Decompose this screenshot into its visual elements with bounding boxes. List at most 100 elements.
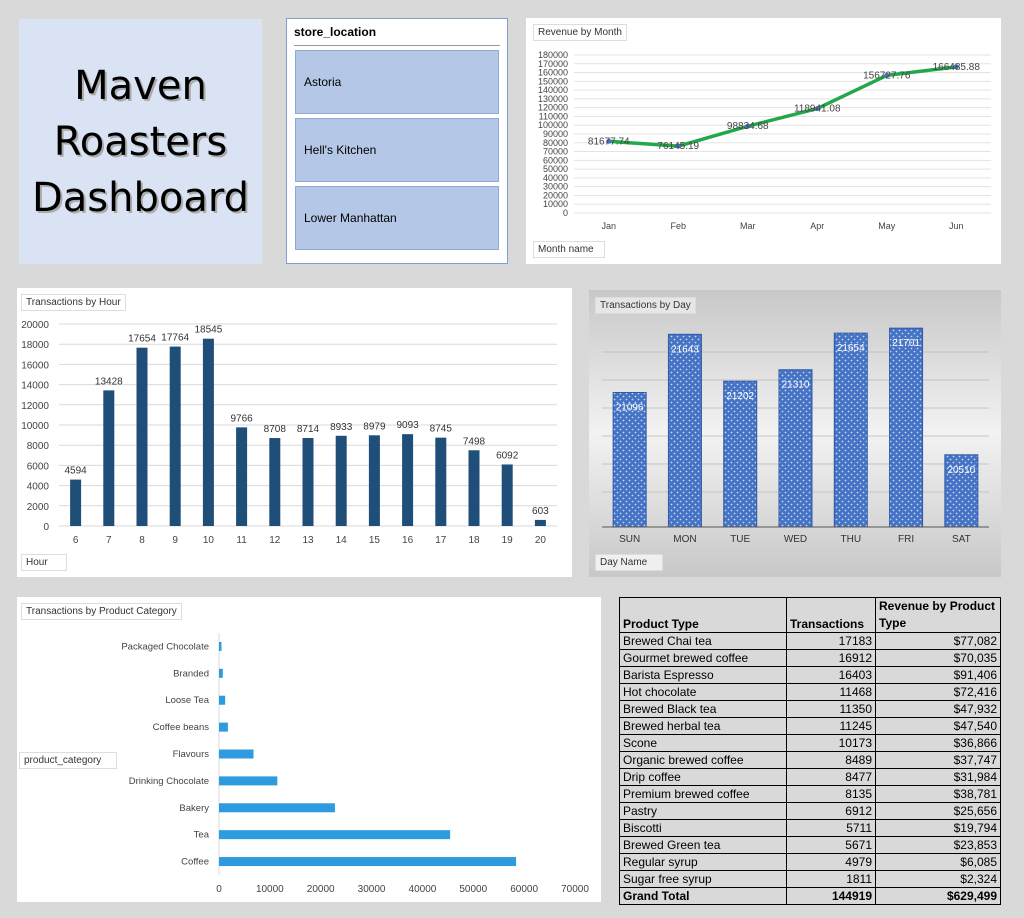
hour-x-tick-label: 6 xyxy=(73,535,79,546)
revenue-y-tick-label: 40000 xyxy=(543,173,568,183)
revenue-y-tick-label: 10000 xyxy=(543,199,568,209)
category-bar xyxy=(219,803,335,813)
hour-bar xyxy=(202,338,214,526)
hour-y-tick-label: 4000 xyxy=(27,482,50,493)
month-name-field-button[interactable]: Month name xyxy=(533,241,605,258)
hour-bar xyxy=(534,519,546,526)
day-data-label: 21701 xyxy=(892,338,920,349)
revenue-cell: $77,082 xyxy=(875,632,1001,650)
revenue-point xyxy=(675,143,681,149)
category-bar xyxy=(219,668,223,678)
revenue-cell: $91,406 xyxy=(875,666,1001,684)
category-x-tick-label: 0 xyxy=(216,884,222,895)
product-type-cell: Scone xyxy=(619,734,787,752)
day-x-tick-label: THU xyxy=(841,534,862,545)
day-chart-plot: 21096 SUN 21643 MON 21202 TUE 21310 WED 21654 THU… xyxy=(602,327,989,545)
day-data-label: 21096 xyxy=(616,402,644,413)
hour-y-tick-label: 10000 xyxy=(21,421,49,432)
revenue-point xyxy=(814,106,820,112)
day-x-tick-label: TUE xyxy=(730,534,750,545)
transactions-cell: 17183 xyxy=(786,632,876,650)
revenue-data-label: 98834.68 xyxy=(727,121,769,132)
category-chart-plot: 0 10000 20000 30000 40000 50000 60000 70000 Pack… xyxy=(121,633,589,895)
day-data-label: 21643 xyxy=(671,344,699,355)
revenue-y-tick-label: 80000 xyxy=(543,138,568,148)
hour-bar xyxy=(435,437,447,526)
hour-data-label: 18545 xyxy=(194,325,222,336)
table-row: Gourmet brewed coffee 16912 $70,035 xyxy=(619,649,1001,667)
day-x-tick-label: SAT xyxy=(952,534,971,545)
hour-x-tick-label: 18 xyxy=(468,535,480,546)
table-row: Regular syrup 4979 $6,085 xyxy=(619,853,1001,871)
slicer-item-astoria[interactable]: Astoria xyxy=(295,50,499,114)
grand-total-label: Grand Total xyxy=(619,887,787,905)
revenue-cell: $2,324 xyxy=(875,870,1001,888)
category-bar xyxy=(219,641,222,651)
day-bar xyxy=(778,369,813,528)
title-line-3: Dashboard xyxy=(31,174,249,221)
transactions-by-day-chart[interactable]: Transactions by Day 21096 SUN 21643 MON 2120… xyxy=(589,290,1001,577)
table-row: Drip coffee 8477 $31,984 xyxy=(619,768,1001,786)
revenue-data-label: 166485.88 xyxy=(933,62,981,73)
revenue-cell: $70,035 xyxy=(875,649,1001,667)
product-category-field-button[interactable]: product_category xyxy=(19,752,117,769)
store-location-slicer: store_location Astoria Hell's Kitchen Lo… xyxy=(286,18,508,264)
hour-y-tick-label: 16000 xyxy=(21,360,49,371)
table-row: Biscotti 5711 $19,794 xyxy=(619,819,1001,837)
product-type-cell: Brewed herbal tea xyxy=(619,717,787,735)
day-name-field-button[interactable]: Day Name xyxy=(595,554,663,571)
slicer-item-hells-kitchen[interactable]: Hell's Kitchen xyxy=(295,118,499,182)
revenue-x-tick-label: Mar xyxy=(740,221,756,231)
table-row: Scone 10173 $36,866 xyxy=(619,734,1001,752)
hour-y-tick-label: 14000 xyxy=(21,381,49,392)
transactions-by-category-chart[interactable]: Transactions by Product Category 0 10000 2… xyxy=(17,597,601,902)
category-bar xyxy=(219,749,254,759)
product-type-cell: Gourmet brewed coffee xyxy=(619,649,787,667)
header-product-type: Product Type xyxy=(619,597,787,633)
dashboard-title: Maven Roasters Dashboard xyxy=(32,58,249,226)
transactions-cell: 8477 xyxy=(786,768,876,786)
table-row: Pastry 6912 $25,656 xyxy=(619,802,1001,820)
category-x-tick-label: 10000 xyxy=(256,884,284,895)
product-type-cell: Biscotti xyxy=(619,819,787,837)
transactions-cell: 11245 xyxy=(786,717,876,735)
revenue-y-tick-label: 60000 xyxy=(543,155,568,165)
slicer-item-lower-manhattan[interactable]: Lower Manhattan xyxy=(295,186,499,250)
product-type-cell: Regular syrup xyxy=(619,853,787,871)
day-x-tick-label: WED xyxy=(784,534,807,545)
hour-data-label: 7498 xyxy=(463,436,486,447)
transactions-cell: 11350 xyxy=(786,700,876,718)
table-row: Premium brewed coffee 8135 $38,781 xyxy=(619,785,1001,803)
hour-bar xyxy=(402,434,414,526)
revenue-y-tick-label: 160000 xyxy=(538,68,568,78)
table-row: Brewed herbal tea 11245 $47,540 xyxy=(619,717,1001,735)
hour-data-label: 8979 xyxy=(363,421,386,432)
product-type-cell: Pastry xyxy=(619,802,787,820)
product-type-cell: Brewed Chai tea xyxy=(619,632,787,650)
hour-data-label: 9093 xyxy=(396,420,419,431)
revenue-cell: $47,540 xyxy=(875,717,1001,735)
day-data-label: 21654 xyxy=(837,343,865,354)
transactions-cell: 5671 xyxy=(786,836,876,854)
transactions-by-hour-chart[interactable]: Transactions by Hour 20000 18000 16000 1400… xyxy=(17,288,572,577)
hour-bar xyxy=(269,438,281,526)
title-line-2: Roasters xyxy=(53,118,228,165)
revenue-chart-plot: 1800001700001600001500001400001300001200… xyxy=(538,50,991,231)
revenue-cell: $6,085 xyxy=(875,853,1001,871)
hour-y-tick-label: 6000 xyxy=(27,461,50,472)
table-row: Organic brewed coffee 8489 $37,747 xyxy=(619,751,1001,769)
hour-y-tick-label: 18000 xyxy=(21,340,49,351)
dashboard-title-panel: Maven Roasters Dashboard xyxy=(19,19,262,264)
revenue-y-tick-label: 180000 xyxy=(538,50,568,60)
hour-data-label: 4594 xyxy=(64,466,87,477)
hour-x-tick-label: 15 xyxy=(369,535,381,546)
category-y-tick-label: Drinking Chocolate xyxy=(129,776,209,787)
hour-field-button[interactable]: Hour xyxy=(21,554,67,571)
revenue-by-month-chart[interactable]: Revenue by Month 180000 170000 160000 15000… xyxy=(526,18,1001,264)
hour-y-tick-label: 0 xyxy=(43,522,49,533)
hour-y-tick-label: 8000 xyxy=(27,441,50,452)
hour-data-label: 8933 xyxy=(330,422,353,433)
product-type-cell: Organic brewed coffee xyxy=(619,751,787,769)
revenue-y-tick-label: 20000 xyxy=(543,190,568,200)
revenue-cell: $31,984 xyxy=(875,768,1001,786)
